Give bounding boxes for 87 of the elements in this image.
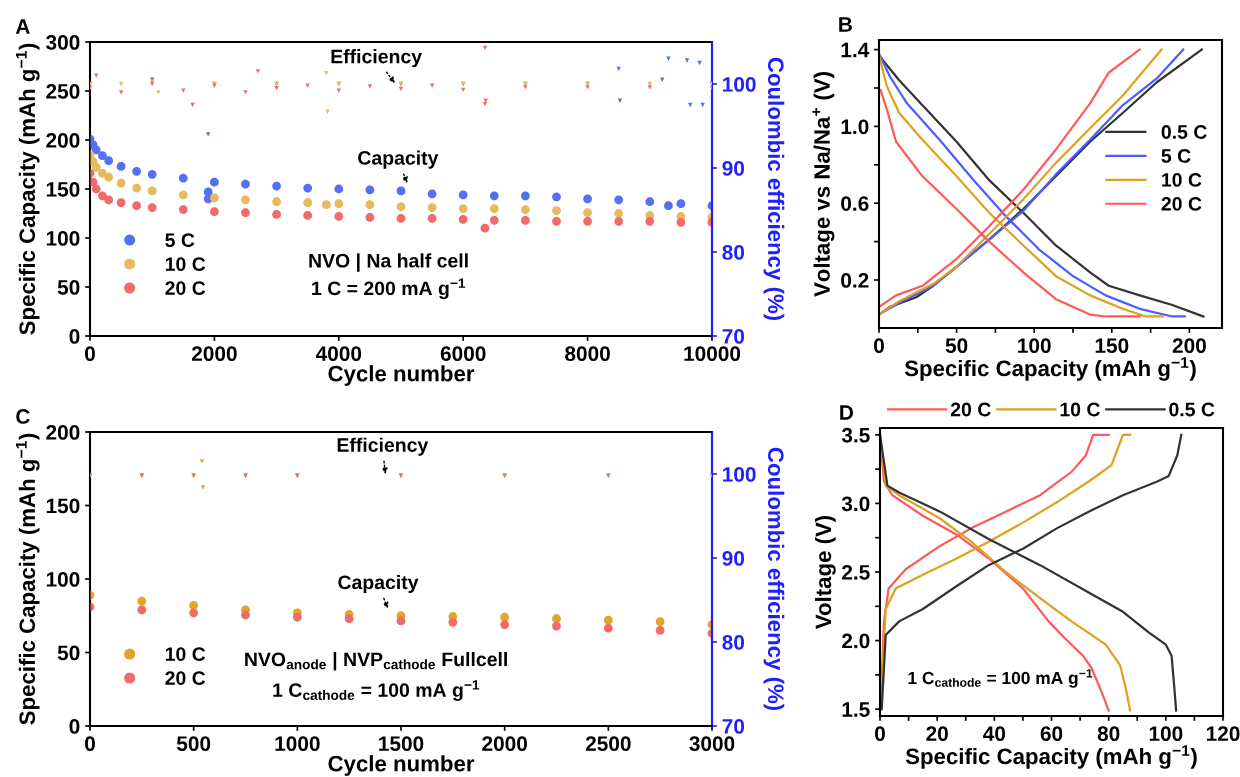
x-tick-label: 6000 [440, 346, 486, 362]
legend-label: 20 C [950, 402, 991, 417]
y2-tick-label: 100 [723, 467, 756, 482]
y-axis-title: Voltage (V) [814, 515, 836, 630]
y-tick-label: 2.5 [842, 565, 870, 580]
y-tick-label: 3.5 [841, 427, 870, 443]
chart-title: A [15, 19, 30, 34]
y2-tick-label: 90 [722, 551, 745, 566]
y-tick-label: 50 [57, 280, 80, 295]
y-axis-title: Specific Capacity (mAh g$^{−1}$) [15, 43, 40, 335]
annotation: Capacity [358, 150, 439, 169]
annotation: 1 C$_{cathode}$ = 100 mA g$^{−1}$ [908, 669, 1093, 688]
x-tick-label: 100 [1018, 338, 1051, 354]
annotation: 1 C$_{cathode}$ = 100 mA g$^{−1}$ [273, 680, 480, 701]
legend-label: 10 C [165, 647, 206, 662]
y-tick-label: 200 [46, 425, 80, 440]
x-tick-label: 40 [983, 726, 1006, 742]
x-axis-title: Specific Capacity (mAh g$^{−1}$) [904, 357, 1196, 381]
legend-label: 20 C [1161, 196, 1202, 211]
y2-tick-label: 70 [722, 329, 745, 344]
x-axis-title: Cycle number [328, 755, 475, 776]
x-tick-label: 0 [874, 338, 884, 354]
annotation: Capacity [338, 574, 419, 594]
y-tick-label: 200 [46, 133, 80, 148]
legend-label: 10 C [1162, 173, 1202, 187]
y2-tick-label: 80 [722, 245, 745, 260]
legend-label: 10 C [165, 257, 206, 272]
x-tick-label: 2000 [191, 346, 237, 362]
y-tick-label: 1.5 [842, 702, 870, 717]
chart-title: D [840, 405, 854, 420]
x-tick-label: 80 [1097, 726, 1120, 742]
y-tick-label: 300 [46, 35, 80, 50]
y-tick-label: 2.0 [842, 633, 870, 649]
y-axis-title: Voltage vs Na/Na$^{+}$ (V) [812, 72, 835, 297]
y-tick-label: 100 [46, 572, 80, 587]
chart-title: C [16, 409, 30, 424]
y-tick-label: 250 [46, 84, 80, 99]
x-tick-label: 3000 [689, 736, 735, 752]
x-tick-label: 2500 [585, 736, 631, 752]
annotation: NVO$_{anode}$ | NVP$_{cathode}$ Fullcell [245, 651, 507, 671]
y2-axis-title: Coulombic efficiency (%) [763, 447, 785, 711]
x-tick-label: 0 [875, 726, 885, 742]
y-tick-label: 1.0 [841, 119, 869, 135]
x-tick-label: 1000 [275, 736, 320, 752]
x-tick-label: 50 [945, 338, 968, 354]
legend-label: 20 C [165, 281, 206, 295]
chart-title: B [839, 17, 852, 32]
x-tick-label: 100 [1149, 726, 1183, 742]
legend-label: 0.5 C [1161, 125, 1207, 139]
y-tick-label: 150 [46, 498, 80, 514]
y-tick-label: 0.6 [841, 196, 869, 211]
legend-label: 5 C [165, 233, 195, 248]
y-tick-label: 3.0 [841, 496, 870, 512]
x-tick-label: 2000 [482, 736, 527, 752]
y-tick-label: 0.2 [841, 273, 869, 288]
x-tick-label: 20 [926, 726, 948, 742]
annotation: 1 C = 200 mA g$^{−1}$ [312, 278, 466, 300]
y-tick-label: 1.4 [841, 42, 870, 58]
x-tick-label: 500 [176, 736, 211, 752]
x-tick-label: 1500 [379, 736, 424, 752]
x-tick-label: 0 [85, 736, 95, 752]
y-tick-label: 150 [46, 182, 80, 197]
x-tick-label: 200 [1172, 338, 1206, 354]
x-tick-label: 60 [1040, 726, 1063, 742]
x-tick-label: 150 [1095, 338, 1129, 354]
x-tick-label: 8000 [565, 346, 610, 362]
y2-tick-label: 80 [722, 635, 745, 650]
y-tick-label: 50 [57, 645, 80, 661]
y2-tick-label: 70 [722, 719, 745, 734]
x-tick-label: 0 [85, 346, 95, 362]
x-axis-title: Cycle number [328, 365, 475, 386]
y-tick-label: 100 [46, 231, 80, 246]
y2-tick-label: 100 [723, 77, 756, 92]
y2-axis-title: Coulombic efficiency (%) [763, 57, 785, 321]
x-tick-label: 10000 [684, 346, 741, 362]
x-tick-label: 4000 [315, 346, 362, 362]
y2-tick-label: 90 [722, 161, 745, 176]
x-axis-title: Specific Capacity (mAh g$^{−1}$) [905, 745, 1197, 769]
legend-label: 20 C [165, 671, 206, 685]
annotation: NVO | Na half cell [309, 253, 468, 272]
x-tick-label: 120 [1206, 726, 1240, 742]
annotation: Efficiency [337, 437, 429, 456]
legend-label: 0.5 C [1169, 402, 1215, 417]
legend-label: 5 C [1161, 149, 1191, 163]
annotation: Efficiency [331, 49, 422, 68]
y-axis-title: Specific Capacity (mAh g$^{−1}$) [15, 433, 40, 725]
legend-label: 10 C [1060, 402, 1100, 417]
